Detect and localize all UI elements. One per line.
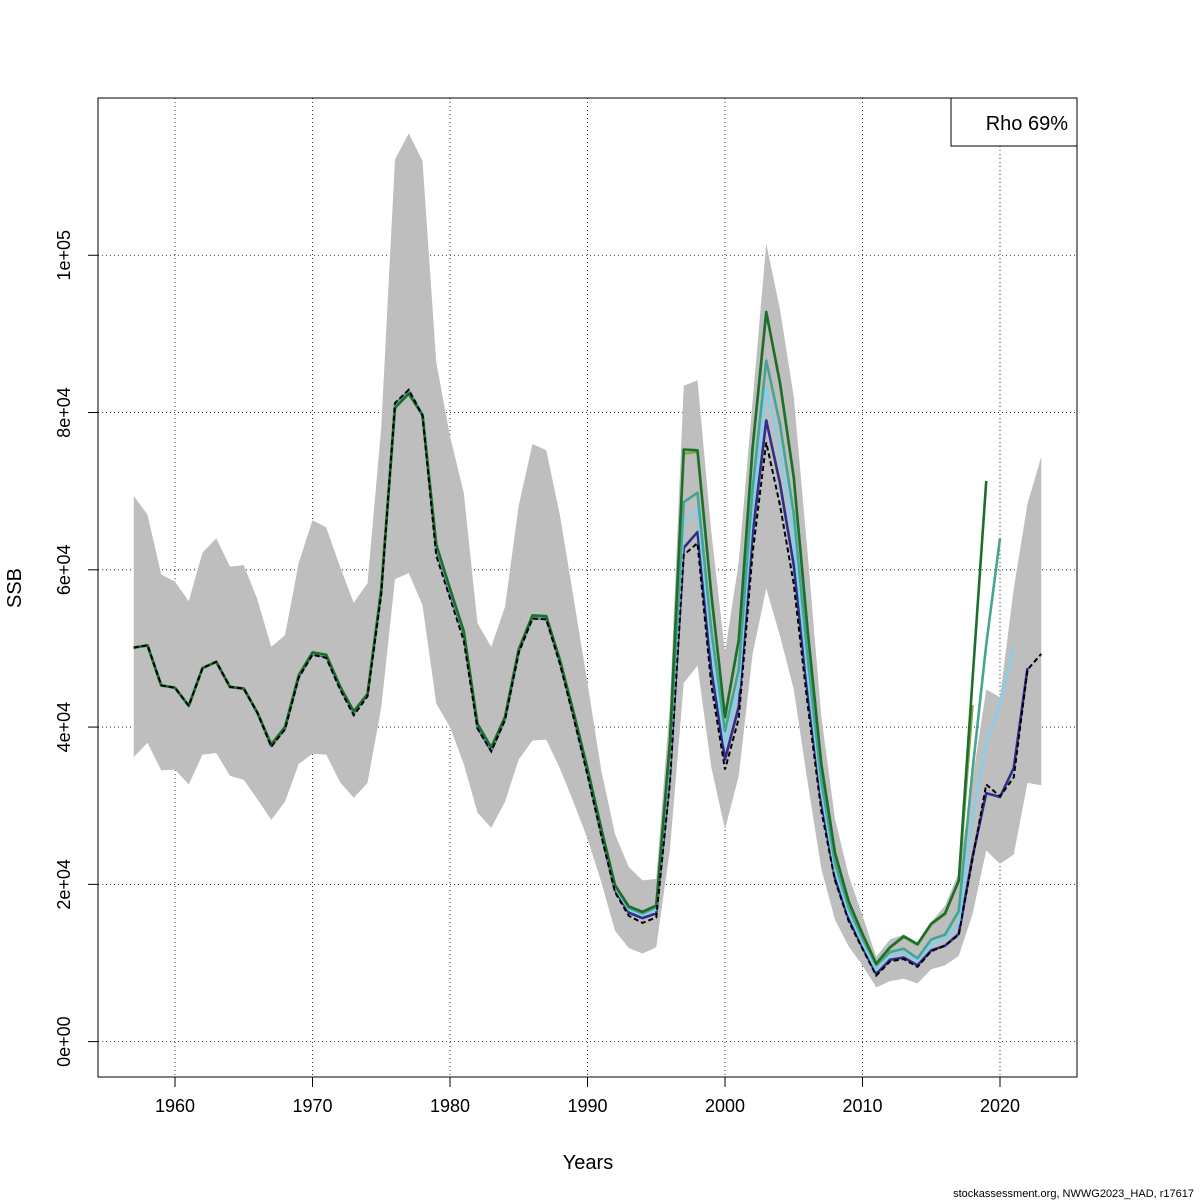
y-tick-label: 2e+04 [54, 859, 74, 910]
x-tick-label: 1970 [292, 1096, 332, 1116]
legend-box [950, 97, 1078, 147]
y-tick-label: 8e+04 [54, 387, 74, 438]
confidence-band-area [133, 133, 1042, 988]
x-axis-title: Years [563, 1152, 613, 1174]
series-line-base [133, 388, 1043, 978]
x-tick-label: 1960 [155, 1096, 195, 1116]
x-axis: 1960 1970 1980 1990 2000 2010 2020 [155, 1077, 1020, 1116]
y-tick-label: 1e+05 [54, 230, 74, 281]
y-tick-label: 4e+04 [54, 702, 74, 753]
x-tick-label: 2010 [842, 1096, 882, 1116]
legend: Rho 69% [950, 97, 1078, 147]
series-line-peel5 [133, 310, 988, 966]
x-tick-label: 2020 [980, 1096, 1020, 1116]
footnote: stockassessment.org, NWWG2023_HAD, r1761… [953, 1188, 1194, 1200]
y-axis: 0e+00 2e+04 4e+04 6e+04 8e+04 1e+05 [54, 230, 98, 1067]
y-axis-title: SSB [4, 568, 26, 608]
confidence-band [133, 133, 1042, 988]
x-tick-label: 1990 [567, 1096, 607, 1116]
y-tick-label: 6e+04 [54, 545, 74, 596]
legend-text: Rho 69% [986, 113, 1068, 135]
x-tick-label: 2000 [705, 1096, 745, 1116]
x-tick-label: 1980 [430, 1096, 470, 1116]
series-lines [133, 310, 1043, 978]
y-tick-label: 0e+00 [54, 1016, 74, 1067]
